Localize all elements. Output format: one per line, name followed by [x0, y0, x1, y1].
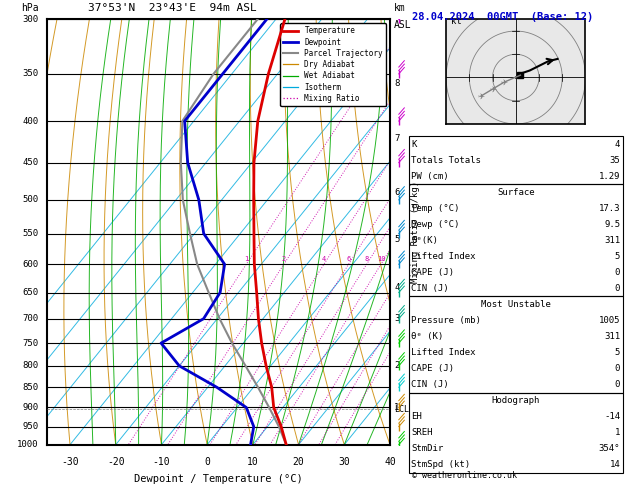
Text: Lifted Index: Lifted Index — [411, 348, 476, 357]
Text: 2: 2 — [282, 256, 286, 262]
Text: 17.3: 17.3 — [599, 204, 620, 213]
Text: 35: 35 — [610, 156, 620, 165]
Text: 5: 5 — [394, 235, 399, 244]
Text: -14: -14 — [604, 412, 620, 421]
Text: 5: 5 — [615, 348, 620, 357]
Text: ✈: ✈ — [489, 85, 496, 94]
Text: Temp (°C): Temp (°C) — [411, 204, 460, 213]
Text: 30: 30 — [338, 457, 350, 468]
Text: 0: 0 — [204, 457, 210, 468]
Text: Totals Totals: Totals Totals — [411, 156, 481, 165]
Text: Surface: Surface — [497, 188, 535, 197]
Text: 37°53'N  23°43'E  94m ASL: 37°53'N 23°43'E 94m ASL — [88, 3, 257, 13]
Text: Pressure (mb): Pressure (mb) — [411, 316, 481, 325]
Text: -20: -20 — [107, 457, 125, 468]
Text: hPa: hPa — [21, 3, 38, 13]
Text: 550: 550 — [23, 229, 38, 238]
Text: PW (cm): PW (cm) — [411, 172, 449, 181]
Text: LCL: LCL — [394, 405, 409, 414]
Text: 350: 350 — [23, 69, 38, 78]
Text: 14: 14 — [610, 460, 620, 469]
Text: ✈: ✈ — [477, 91, 484, 101]
Text: 1.29: 1.29 — [599, 172, 620, 181]
Text: 311: 311 — [604, 332, 620, 341]
Text: Dewp (°C): Dewp (°C) — [411, 220, 460, 229]
Text: -30: -30 — [61, 457, 79, 468]
Text: 10: 10 — [247, 457, 259, 468]
Text: 311: 311 — [604, 236, 620, 245]
Text: 6: 6 — [347, 256, 351, 262]
Text: 0: 0 — [615, 380, 620, 389]
Text: 750: 750 — [23, 339, 38, 347]
Text: 7: 7 — [394, 134, 399, 143]
Text: 400: 400 — [23, 117, 38, 125]
Text: 20: 20 — [292, 457, 304, 468]
Text: 3: 3 — [394, 314, 399, 323]
Text: 28.04.2024  00GMT  (Base: 12): 28.04.2024 00GMT (Base: 12) — [412, 12, 593, 22]
Text: CAPE (J): CAPE (J) — [411, 268, 454, 277]
Text: 800: 800 — [23, 362, 38, 370]
Text: EH: EH — [411, 412, 422, 421]
Text: CIN (J): CIN (J) — [411, 284, 449, 293]
Text: 850: 850 — [23, 383, 38, 392]
Text: 900: 900 — [23, 403, 38, 412]
Text: Most Unstable: Most Unstable — [481, 300, 551, 309]
Text: 1: 1 — [615, 428, 620, 437]
Text: 4: 4 — [394, 282, 399, 292]
Text: SREH: SREH — [411, 428, 433, 437]
Text: CAPE (J): CAPE (J) — [411, 364, 454, 373]
Text: 8: 8 — [364, 256, 369, 262]
Text: StmDir: StmDir — [411, 444, 443, 453]
Text: 4: 4 — [322, 256, 326, 262]
Text: 40: 40 — [384, 457, 396, 468]
Text: 2: 2 — [394, 362, 399, 370]
Text: 450: 450 — [23, 158, 38, 167]
Text: 300: 300 — [23, 15, 38, 24]
Text: CIN (J): CIN (J) — [411, 380, 449, 389]
Text: 650: 650 — [23, 288, 38, 297]
Text: 1: 1 — [394, 403, 399, 412]
Text: 950: 950 — [23, 422, 38, 431]
Text: 1005: 1005 — [599, 316, 620, 325]
Text: © weatheronline.co.uk: © weatheronline.co.uk — [412, 471, 517, 480]
Text: Hodograph: Hodograph — [492, 396, 540, 405]
Text: 500: 500 — [23, 195, 38, 205]
Text: 600: 600 — [23, 260, 38, 269]
Text: 9.5: 9.5 — [604, 220, 620, 229]
Legend: Temperature, Dewpoint, Parcel Trajectory, Dry Adiabat, Wet Adiabat, Isotherm, Mi: Temperature, Dewpoint, Parcel Trajectory… — [280, 23, 386, 106]
Text: -10: -10 — [153, 457, 170, 468]
Text: 6: 6 — [394, 188, 399, 197]
Text: 354°: 354° — [599, 444, 620, 453]
Text: 8: 8 — [394, 79, 399, 88]
Text: 0: 0 — [615, 284, 620, 293]
Text: 4: 4 — [615, 139, 620, 149]
Text: Dewpoint / Temperature (°C): Dewpoint / Temperature (°C) — [134, 474, 303, 485]
Text: 1: 1 — [244, 256, 248, 262]
Text: ASL: ASL — [394, 20, 412, 30]
Text: 0: 0 — [615, 364, 620, 373]
Text: Mixing Ratio (g/kg): Mixing Ratio (g/kg) — [411, 181, 420, 283]
Text: 0: 0 — [615, 268, 620, 277]
Text: θᵉ(K): θᵉ(K) — [411, 236, 438, 245]
Text: StmSpd (kt): StmSpd (kt) — [411, 460, 470, 469]
Text: 10: 10 — [377, 256, 385, 262]
Text: Lifted Index: Lifted Index — [411, 252, 476, 261]
Text: K: K — [411, 139, 417, 149]
Text: km: km — [394, 3, 406, 13]
Text: 5: 5 — [615, 252, 620, 261]
Text: 1000: 1000 — [17, 440, 38, 449]
Text: ✈: ✈ — [501, 78, 508, 87]
Text: 700: 700 — [23, 314, 38, 323]
Text: θᵉ (K): θᵉ (K) — [411, 332, 443, 341]
Text: kt: kt — [451, 17, 462, 26]
